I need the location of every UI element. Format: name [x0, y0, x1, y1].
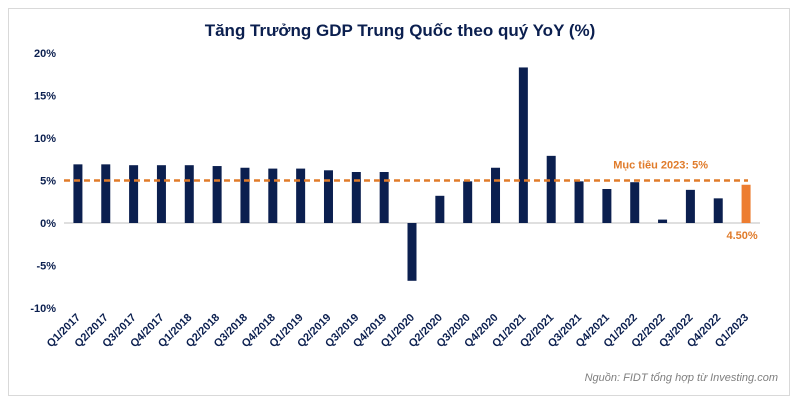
target-line-group: Mục tiêu 2023: 5% 4.50%: [64, 160, 758, 242]
x-axis: Q1/2017Q2/2017Q3/2017Q4/2017Q1/2018Q2/20…: [45, 312, 751, 350]
bar: [602, 189, 612, 223]
bar: [741, 184, 751, 223]
bar: [713, 198, 723, 223]
bar: [156, 165, 166, 223]
source-note: Nguồn: FIDT tổng hợp từ Investing.com: [585, 372, 778, 384]
bar: [491, 167, 501, 223]
bar: [658, 219, 668, 223]
y-tick-label: 10%: [34, 133, 56, 145]
bar: [518, 67, 528, 223]
bar: [630, 182, 640, 223]
bar: [685, 189, 695, 223]
y-tick-label: 20%: [34, 48, 56, 60]
y-tick-label: 5%: [40, 176, 56, 188]
bar: [546, 155, 556, 223]
bar: [129, 165, 139, 223]
bar: [379, 172, 389, 223]
last-value-label: 4.50%: [726, 230, 757, 242]
bar: [73, 164, 83, 223]
chart-frame: [8, 8, 790, 396]
y-tick-label: -5%: [36, 261, 56, 273]
bar: [212, 166, 222, 223]
bar: [351, 172, 361, 223]
bar: [323, 170, 333, 223]
bar: [407, 223, 417, 281]
bar: [435, 195, 445, 223]
bar: [184, 165, 194, 223]
y-tick-label: -10%: [30, 303, 56, 315]
y-tick-label: 0%: [40, 218, 56, 230]
target-line-label: Mục tiêu 2023: 5%: [613, 160, 708, 172]
bar: [268, 168, 278, 223]
bar: [463, 181, 473, 223]
bar: [574, 181, 584, 223]
y-tick-label: 15%: [34, 91, 56, 103]
bar: [101, 164, 111, 223]
bar: [240, 167, 250, 223]
chart-title: Tăng Trưởng GDP Trung Quốc theo quý YoY …: [205, 21, 596, 40]
bar: [296, 168, 306, 223]
bars: [73, 67, 751, 281]
